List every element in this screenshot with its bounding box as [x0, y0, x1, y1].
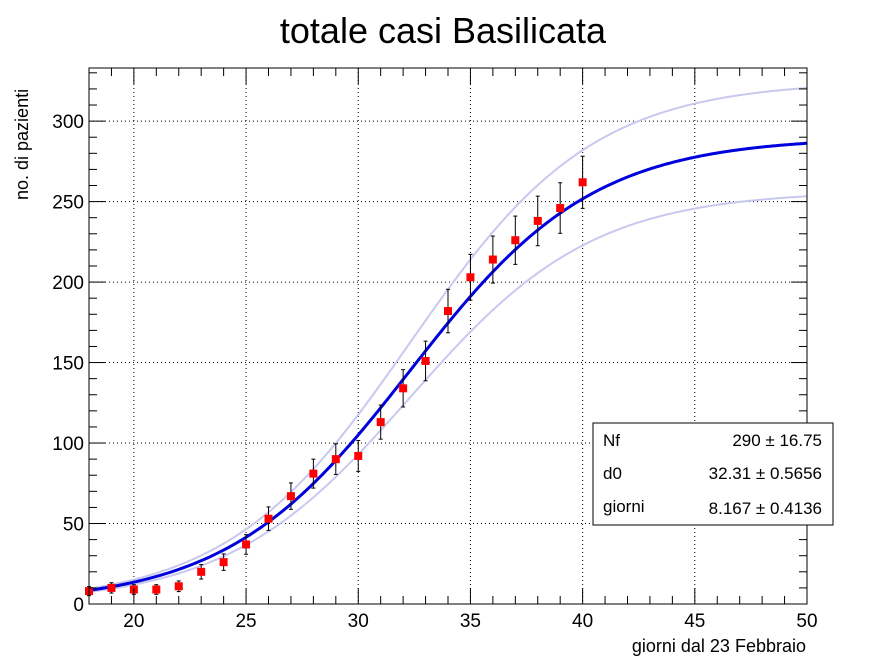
data-point: [421, 356, 430, 365]
x-tick-label: 25: [235, 611, 256, 632]
data-point: [533, 216, 542, 225]
x-tick-label: 45: [684, 611, 705, 632]
chart-title: totale casi Basilicata: [280, 10, 607, 51]
data-points: [85, 178, 587, 596]
data-point: [286, 492, 295, 501]
stats-box-frame: [592, 422, 834, 526]
stats-box: Nf 290 ± 16.75 d0 32.31 ± 0.5656 giorni …: [592, 422, 834, 526]
data-point: [354, 451, 363, 460]
y-axis: 0 50 100 150 200 250 300: [52, 72, 807, 616]
data-point: [488, 255, 497, 264]
data-point: [219, 558, 228, 567]
x-tick-label: 40: [572, 611, 593, 632]
y-tick-label: 300: [52, 112, 84, 133]
data-point: [511, 236, 520, 245]
y-tick-label: 100: [52, 434, 84, 455]
data-point: [578, 178, 587, 187]
stat-name-giorni: giorni: [603, 497, 645, 516]
data-point: [242, 540, 251, 549]
stat-name-d0: d0: [603, 464, 622, 483]
data-point: [174, 582, 183, 591]
x-tick-label: 30: [348, 611, 369, 632]
data-point: [556, 204, 565, 213]
data-point: [331, 455, 340, 464]
y-tick-label: 250: [52, 193, 84, 214]
x-tick-label: 50: [796, 611, 817, 632]
y-tick-label: 200: [52, 273, 84, 294]
error-bars: [87, 155, 585, 597]
y-tick-label: 50: [63, 515, 84, 536]
fit-band-lower: [88, 195, 808, 593]
data-point: [376, 418, 385, 427]
stat-name-nf: Nf: [603, 431, 620, 450]
data-point: [197, 567, 206, 576]
y-tick-label: 150: [52, 354, 84, 375]
y-tick-label: 0: [73, 595, 84, 616]
stat-value-giorni: 8.167 ± 0.4136: [709, 499, 822, 518]
x-tick-label: 35: [460, 611, 481, 632]
data-point: [399, 384, 408, 393]
x-tick-label: 20: [123, 611, 144, 632]
x-axis: 20 25 30 35 40 45 50: [88, 68, 818, 632]
data-point: [444, 307, 452, 316]
x-axis-label: giorni dal 23 Febbraio: [632, 636, 806, 656]
grid: [89, 68, 807, 604]
data-point: [264, 514, 273, 523]
data-point: [466, 273, 475, 282]
data-point: [309, 469, 318, 478]
stat-value-d0: 32.31 ± 0.5656: [709, 464, 822, 483]
y-axis-label: no. di pazienti: [12, 89, 32, 200]
data-point: [107, 583, 116, 592]
stat-value-nf: 290 ± 16.75: [732, 431, 822, 450]
data-point: [152, 585, 161, 594]
